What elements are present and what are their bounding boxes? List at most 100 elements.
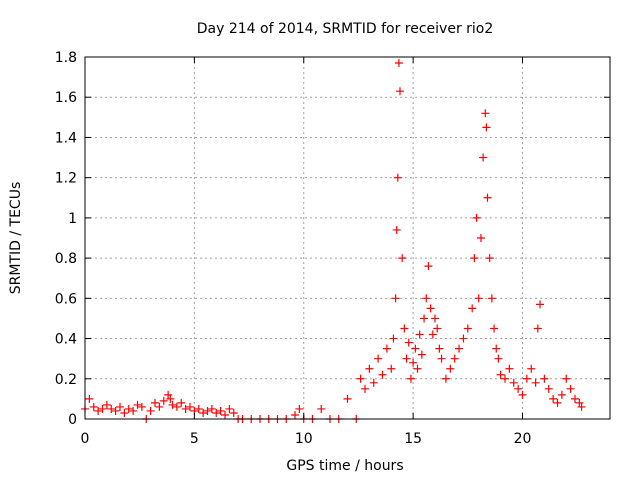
data-point bbox=[420, 314, 429, 323]
data-point bbox=[396, 87, 404, 96]
data-point bbox=[393, 173, 402, 182]
data-point bbox=[120, 408, 129, 417]
y-tick-label: 0.4 bbox=[55, 332, 77, 348]
x-tick-label: 0 bbox=[81, 431, 90, 447]
data-point bbox=[129, 406, 138, 415]
data-point bbox=[411, 344, 420, 353]
data-point bbox=[470, 254, 479, 263]
data-point bbox=[389, 334, 398, 343]
data-point bbox=[549, 394, 558, 403]
data-point bbox=[417, 350, 426, 359]
data-point bbox=[424, 262, 433, 271]
data-point bbox=[527, 364, 536, 373]
data-point bbox=[207, 404, 216, 413]
chart-title: Day 214 of 2014, SRMTID for receiver rio… bbox=[197, 21, 494, 37]
data-point bbox=[164, 390, 173, 399]
data-point bbox=[98, 404, 107, 413]
data-point bbox=[400, 324, 409, 333]
data-point bbox=[317, 404, 326, 413]
data-point bbox=[168, 400, 177, 409]
data-point bbox=[361, 384, 369, 393]
data-point bbox=[295, 404, 304, 413]
data-point bbox=[422, 294, 431, 303]
data-point bbox=[479, 153, 488, 162]
data-point bbox=[172, 402, 181, 411]
data-point bbox=[518, 390, 527, 399]
data-point bbox=[199, 408, 208, 417]
y-tick-label: 0.6 bbox=[55, 291, 77, 307]
data-point bbox=[553, 398, 562, 407]
data-point bbox=[481, 109, 490, 118]
data-point bbox=[116, 402, 124, 411]
data-point bbox=[472, 213, 481, 222]
data-points bbox=[81, 59, 586, 423]
x-tick-label: 20 bbox=[514, 431, 532, 447]
data-point bbox=[229, 408, 238, 417]
data-point bbox=[356, 374, 365, 383]
data-point bbox=[124, 404, 133, 413]
y-tick-label: 0 bbox=[68, 412, 77, 428]
data-point bbox=[166, 394, 175, 403]
data-point bbox=[540, 374, 549, 383]
y-tick-label: 1.2 bbox=[55, 171, 77, 187]
data-point bbox=[476, 234, 485, 242]
data-point bbox=[446, 364, 455, 373]
data-point bbox=[496, 370, 505, 379]
data-point bbox=[404, 338, 413, 347]
y-tick-label: 0.8 bbox=[55, 251, 77, 267]
data-point bbox=[431, 314, 439, 323]
y-tick-label: 0.2 bbox=[55, 372, 77, 388]
y-axis-label: SRMTID / TECUs bbox=[8, 182, 24, 295]
data-point bbox=[216, 406, 225, 415]
data-point bbox=[133, 400, 142, 409]
data-point bbox=[159, 396, 168, 405]
data-point bbox=[137, 402, 146, 411]
data-point bbox=[544, 384, 553, 393]
data-point bbox=[575, 398, 584, 407]
data-point bbox=[186, 402, 194, 411]
data-point bbox=[221, 410, 229, 419]
data-point bbox=[387, 364, 396, 373]
data-point bbox=[435, 344, 444, 353]
data-point bbox=[89, 402, 98, 411]
data-point bbox=[459, 334, 468, 343]
data-point bbox=[365, 364, 374, 373]
data-point bbox=[225, 404, 234, 413]
data-point bbox=[406, 374, 415, 383]
data-point bbox=[392, 225, 401, 234]
x-axis-label: GPS time / hours bbox=[286, 458, 403, 474]
data-point bbox=[562, 374, 571, 383]
data-point bbox=[441, 374, 450, 383]
data-point bbox=[177, 398, 186, 407]
data-point bbox=[426, 304, 435, 313]
y-tick-label: 1.4 bbox=[55, 130, 77, 146]
data-point bbox=[291, 410, 299, 419]
data-point bbox=[391, 294, 400, 303]
data-point bbox=[428, 330, 437, 339]
data-point bbox=[531, 378, 540, 387]
data-point bbox=[413, 364, 422, 373]
x-tick-label: 10 bbox=[295, 431, 313, 447]
data-point bbox=[415, 330, 424, 339]
data-point bbox=[181, 404, 190, 413]
data-point bbox=[203, 406, 212, 415]
data-point bbox=[194, 404, 203, 413]
data-point bbox=[437, 354, 446, 363]
data-point bbox=[212, 408, 221, 417]
data-point bbox=[482, 123, 491, 132]
data-point bbox=[455, 344, 464, 353]
data-point bbox=[501, 374, 509, 383]
data-point bbox=[490, 324, 499, 333]
data-point bbox=[343, 394, 352, 403]
x-tick-label: 5 bbox=[190, 431, 199, 447]
data-point bbox=[85, 394, 94, 403]
data-point bbox=[487, 294, 496, 303]
data-point bbox=[374, 354, 383, 363]
data-point bbox=[505, 364, 514, 373]
plot-frame bbox=[84, 56, 611, 420]
y-tick-label: 1 bbox=[68, 211, 77, 227]
data-point bbox=[102, 400, 111, 409]
data-point bbox=[111, 406, 120, 415]
x-tick-label: 15 bbox=[404, 431, 422, 447]
data-point bbox=[382, 344, 391, 353]
